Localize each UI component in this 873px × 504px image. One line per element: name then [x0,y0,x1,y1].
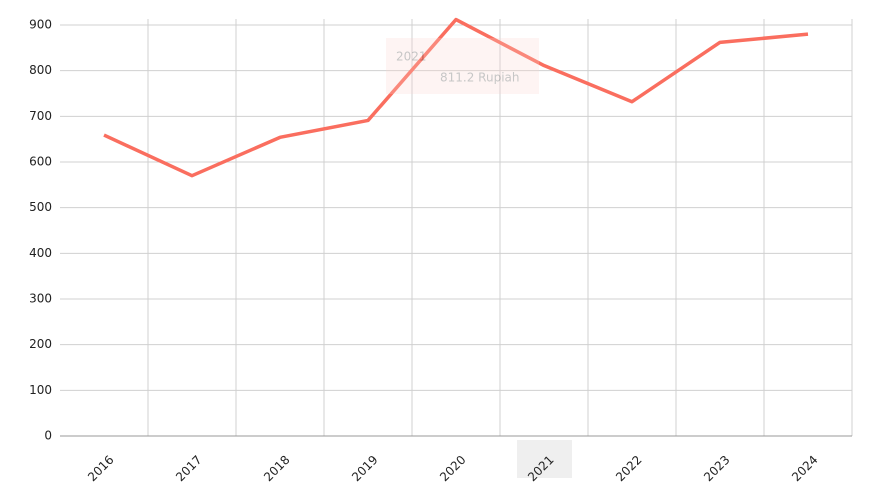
x-tick-label: 2016 [85,453,116,484]
y-tick-label: 900 [29,18,52,32]
tooltip-box [386,38,539,94]
y-tick-label: 800 [29,63,52,77]
y-tick-label: 400 [29,246,52,260]
y-tick-label: 0 [44,429,52,443]
x-tick-label: 2023 [701,453,732,484]
x-tick-label: 2017 [173,453,204,484]
tooltip-text: 811.2 Rupiah [440,71,519,85]
y-tick-label: 300 [29,292,52,306]
x-tick-label: 2019 [349,453,380,484]
y-tick-label: 600 [29,155,52,169]
y-tick-label: 100 [29,383,52,397]
x-tick-label: 2022 [613,453,644,484]
x-tick-label: 2020 [437,453,468,484]
hover-highlight [517,440,572,478]
tooltip: 2021 811.2 Rupiah [386,38,539,94]
y-tick-label: 200 [29,337,52,351]
data-line [103,17,809,178]
x-tick-label: 2018 [261,453,292,484]
grid [60,19,853,437]
y-tick-label: 700 [29,109,52,123]
plot [103,17,809,178]
y-tick-label: 500 [29,200,52,214]
x-tick-label: 2024 [789,453,820,484]
tooltip-title: 2021 [396,50,427,64]
